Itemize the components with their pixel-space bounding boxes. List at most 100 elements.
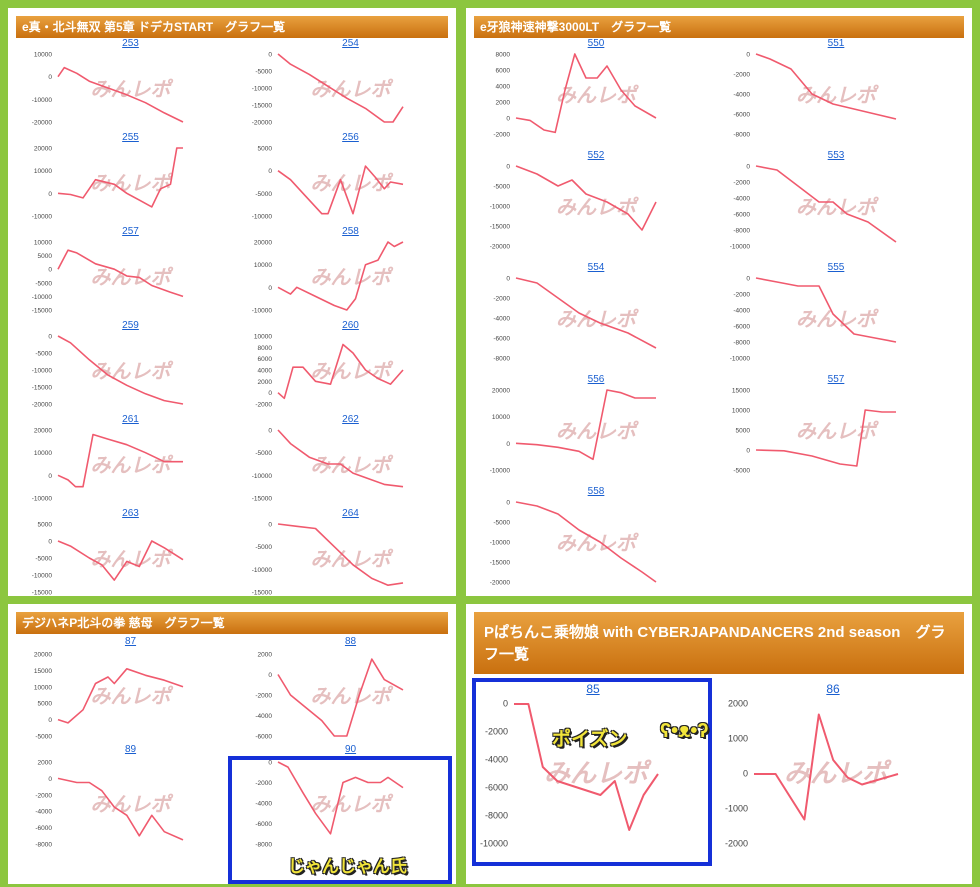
chart-link-556[interactable]: 556 xyxy=(587,374,605,385)
line-chart-258: 20000 10000 0 -10000 みんレポ xyxy=(252,240,404,315)
y-tick-label: -20000 xyxy=(32,402,53,409)
highlight-box-85 xyxy=(472,678,712,866)
series-line-254 xyxy=(277,53,404,123)
chart-cell-255: 255 20000 10000 0 -10000 みんレポ xyxy=(28,132,233,222)
y-tick-label: -15000 xyxy=(32,308,53,315)
chart-link-256[interactable]: 256 xyxy=(342,132,359,143)
y-tick-label: 0 xyxy=(506,441,510,448)
chart-link-550[interactable]: 550 xyxy=(587,38,605,49)
series-line-261 xyxy=(57,433,183,488)
watermark-logo: みんレポ xyxy=(311,548,394,571)
chart-link-255[interactable]: 255 xyxy=(122,132,139,143)
line-chart-254: 0 -5000 -10000 -15000 -20000 みんレポ xyxy=(252,52,404,127)
y-tick-label: -4000 xyxy=(733,308,750,315)
y-tick-label: 10000 xyxy=(34,684,52,691)
chart-cell-554: 554 0 -2000 -4000 -6000 -8000 みんレポ xyxy=(486,262,706,364)
y-tick-label: 0 xyxy=(48,191,52,198)
line-chart-253: 10000 0 -10000 -20000 みんレポ xyxy=(32,52,184,127)
y-tick-label: 0 xyxy=(268,428,272,435)
watermark-logo: みんレポ xyxy=(91,548,174,571)
chart-link-257[interactable]: 257 xyxy=(122,226,139,237)
chart-cell-261: 261 20000 10000 0 -10000 みんレポ xyxy=(28,414,233,504)
chart-cell-556: 556 20000 10000 0 -10000 みんレポ xyxy=(486,374,706,476)
chart-link-258[interactable]: 258 xyxy=(342,226,359,237)
watermark-logo: みんレポ xyxy=(556,532,639,555)
chart-link-89[interactable]: 89 xyxy=(124,744,137,755)
y-tick-label: 2000 xyxy=(728,699,748,709)
y-tick-label: 20000 xyxy=(34,146,52,153)
chart-cell-257: 257 10000 5000 0 -5000 -10000 -15000 みんレポ xyxy=(28,226,233,316)
y-tick-label: -10000 xyxy=(32,97,53,104)
chart-link-87[interactable]: 87 xyxy=(124,636,137,647)
chart-link-90[interactable]: 90 xyxy=(344,744,357,755)
chart-link-558[interactable]: 558 xyxy=(587,486,605,497)
chart-link-557[interactable]: 557 xyxy=(827,374,845,385)
chart-link-262[interactable]: 262 xyxy=(342,414,359,425)
y-tick-label: -6000 xyxy=(733,212,750,219)
chart-link-86[interactable]: 86 xyxy=(826,682,840,696)
y-tick-label: -2000 xyxy=(733,180,750,187)
watermark-logo: みんレポ xyxy=(556,196,639,219)
y-tick-label: 0 xyxy=(746,448,750,455)
series-line-550 xyxy=(515,53,657,134)
chart-link-551[interactable]: 551 xyxy=(827,38,845,49)
y-tick-label: -10000 xyxy=(252,567,273,574)
chart-link-85[interactable]: 85 xyxy=(586,682,600,696)
y-tick-label: -2000 xyxy=(255,693,272,700)
y-tick-label: -2000 xyxy=(493,132,510,139)
y-tick-label: 10000 xyxy=(34,240,52,247)
y-tick-label: -6000 xyxy=(255,734,272,741)
chart-cell-88: 88 2000 0 -2000 -4000 -6000 みんレポ xyxy=(248,636,453,742)
y-tick-label: -10000 xyxy=(32,294,53,301)
series-line-86 xyxy=(754,713,899,821)
y-tick-label: 5000 xyxy=(38,253,53,260)
panel-title: デジハネP北斗の拳 慈母 グラフ一覧 xyxy=(16,612,448,634)
chart-link-553[interactable]: 553 xyxy=(827,150,845,161)
line-chart-550: 8000 6000 4000 2000 0 -2000 みんレポ xyxy=(493,52,657,139)
chart-link-552[interactable]: 552 xyxy=(587,150,605,161)
series-line-556 xyxy=(515,389,656,461)
y-tick-label: -20000 xyxy=(490,244,511,251)
line-chart-552: 0 -5000 -10000 -15000 -20000 みんレポ xyxy=(490,164,657,251)
chart-cell-550: 550 8000 6000 4000 2000 0 -2000 みんレポ xyxy=(486,38,706,140)
chart-link-261[interactable]: 261 xyxy=(122,414,139,425)
watermark-logo: みんレポ xyxy=(311,78,394,101)
y-tick-label: 20000 xyxy=(34,428,52,435)
chart-link-259[interactable]: 259 xyxy=(122,320,139,331)
line-chart-255: 20000 10000 0 -10000 みんレポ xyxy=(32,146,183,221)
y-tick-label: -2000 xyxy=(733,72,750,79)
series-line-557 xyxy=(755,409,896,467)
chart-link-554[interactable]: 554 xyxy=(587,262,605,273)
chart-link-264[interactable]: 264 xyxy=(342,508,359,519)
y-tick-label: 0 xyxy=(48,74,52,81)
watermark-logo: みんレポ xyxy=(796,308,879,331)
y-tick-label: -2000 xyxy=(255,780,272,787)
chart-cell-553: 553 0 -2000 -4000 -6000 -8000 -10000 みんレポ xyxy=(726,150,946,252)
line-chart-553: 0 -2000 -4000 -6000 -8000 -10000 みんレポ xyxy=(730,164,897,251)
series-line-552 xyxy=(515,165,657,231)
watermark-logo: みんレポ xyxy=(556,308,639,331)
line-chart-260: 10000 8000 6000 4000 2000 0 -2000 みんレポ xyxy=(254,334,404,409)
chart-link-88[interactable]: 88 xyxy=(344,636,357,647)
y-tick-label: -5000 xyxy=(35,351,52,358)
y-tick-label: -6000 xyxy=(35,825,52,832)
y-tick-label: 10000 xyxy=(34,450,52,457)
chart-link-260[interactable]: 260 xyxy=(342,320,359,331)
watermark-logo: みんレポ xyxy=(311,360,394,383)
watermark-logo: みんレポ xyxy=(796,196,879,219)
chart-cell-256: 256 5000 0 -5000 -10000 みんレポ xyxy=(248,132,453,222)
line-chart-89: 2000 0 -2000 -4000 -6000 -8000 みんレポ xyxy=(35,760,184,849)
y-tick-label: 1000 xyxy=(728,734,748,744)
y-tick-label: -5000 xyxy=(255,191,272,198)
y-tick-label: -10000 xyxy=(490,468,511,475)
chart-link-253[interactable]: 253 xyxy=(122,38,139,49)
chart-link-263[interactable]: 263 xyxy=(122,508,139,519)
chart-link-555[interactable]: 555 xyxy=(827,262,845,273)
y-tick-label: -5000 xyxy=(493,520,510,527)
series-line-259 xyxy=(57,335,184,405)
chart-cell-86: 86 2000 1000 0 -1000 -2000 みんレポ xyxy=(718,682,948,850)
chart-cell-263: 263 5000 0 -5000 -10000 -15000 みんレポ xyxy=(28,508,233,598)
line-chart-257: 10000 5000 0 -5000 -10000 -15000 みんレポ xyxy=(32,240,184,315)
chart-link-254[interactable]: 254 xyxy=(342,38,359,49)
